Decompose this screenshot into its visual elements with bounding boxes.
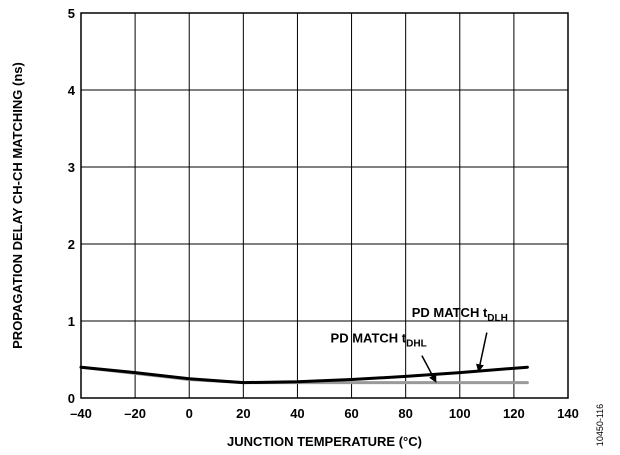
x-tick-label: 80: [398, 406, 412, 421]
x-tick-label: 0: [186, 406, 193, 421]
series-layer: [79, 365, 529, 385]
x-tick-label: 20: [236, 406, 250, 421]
annotation-arrow: [476, 332, 488, 373]
grid: [80, 12, 569, 399]
x-tick-label: 140: [557, 406, 579, 421]
y-tick-label: 0: [68, 391, 75, 406]
y-tick-label: 1: [68, 314, 75, 329]
y-tick-label: 4: [68, 83, 76, 98]
y-tick-label: 2: [68, 237, 75, 252]
tick-labels: –40 –20 0 20 40 60 80 100 120 140 0 1 2 3 4 5: [68, 6, 579, 421]
y-axis-title: PROPAGATION DELAY CH-CH MATCHING (ns): [10, 62, 25, 349]
x-axis-title: JUNCTION TEMPERATURE (°C): [227, 434, 422, 449]
annotation-arrow: [421, 355, 437, 383]
x-tick-label: 60: [344, 406, 358, 421]
series-line-dlh: [79, 365, 529, 385]
figure-id: 10450-116: [595, 404, 605, 446]
y-tick-label: 5: [68, 6, 75, 21]
plot-frame: [80, 12, 569, 399]
y-tick-label: 3: [68, 160, 75, 175]
x-tick-label: 100: [449, 406, 471, 421]
x-tick-label: 120: [503, 406, 525, 421]
series-label-dlh: PD MATCH tDLH: [412, 305, 508, 324]
x-tick-label: 40: [290, 406, 304, 421]
annotations: PD MATCH tDLH PD MATCH tDHL: [331, 305, 508, 383]
series-label-dhl: PD MATCH tDHL: [331, 331, 427, 350]
x-tick-label: –40: [70, 406, 92, 421]
x-tick-label: –20: [124, 406, 146, 421]
